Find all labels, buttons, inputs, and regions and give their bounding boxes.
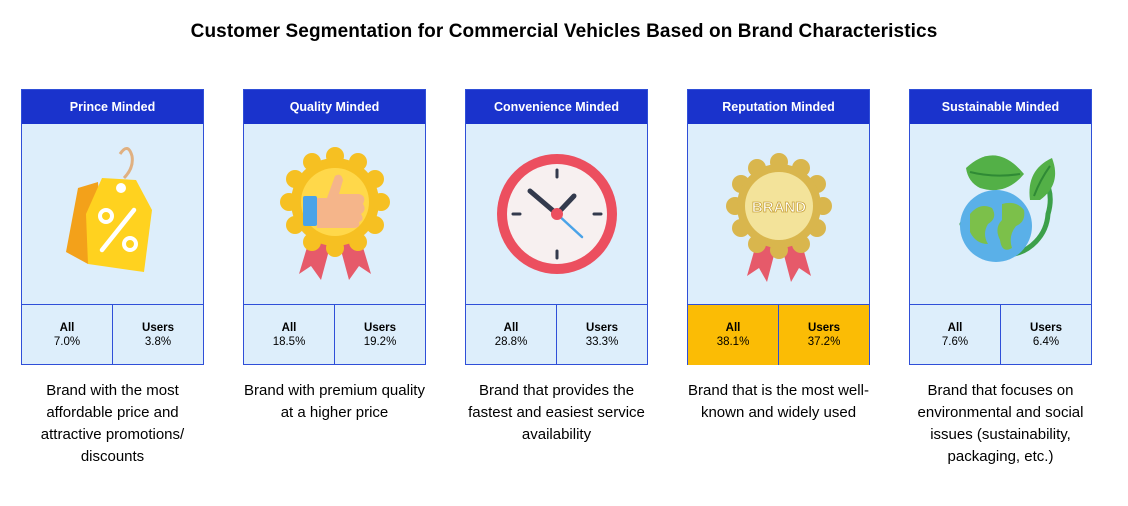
price-tag-percent-icon: [22, 124, 203, 304]
stat-all-label: All: [503, 322, 519, 334]
segment-card-convenience: Convenience Minded All 28.8% Users 33.3%: [465, 89, 648, 365]
stat-all: All 38.1%: [688, 305, 778, 365]
segment-card-reputation: Reputation Minded BRAND All 38.1% Users …: [687, 89, 870, 365]
stat-all-label: All: [59, 322, 75, 334]
brand-medal-text: BRAND: [751, 199, 805, 216]
stat-users-value: 37.2%: [807, 336, 841, 348]
segment-header: Convenience Minded: [466, 90, 647, 124]
segment-stats: All 7.0% Users 3.8%: [22, 304, 203, 365]
segment-card-sustainable: Sustainable Minded All 7.6% Users 6.4%: [909, 89, 1092, 365]
stat-users-label: Users: [142, 322, 174, 334]
stat-users-label: Users: [808, 322, 840, 334]
stat-all-label: All: [725, 322, 741, 334]
stat-users-value: 19.2%: [363, 336, 397, 348]
stat-all: All 7.6%: [910, 305, 1000, 365]
stat-users: Users 3.8%: [112, 305, 203, 365]
segment-header: Sustainable Minded: [910, 90, 1091, 124]
stat-all-label: All: [281, 322, 297, 334]
segment-description: Brand that provides the fastest and easi…: [468, 382, 645, 443]
stat-all: All 18.5%: [244, 305, 334, 365]
stat-all-value: 7.0%: [53, 336, 81, 348]
stat-users: Users 33.3%: [556, 305, 647, 365]
globe-leaves-icon: [910, 124, 1091, 304]
brand-medal-icon: BRAND: [688, 124, 869, 304]
stat-users-value: 33.3%: [585, 336, 619, 348]
segment-description: Brand with the most affordable price and…: [40, 382, 185, 465]
segment-header: Quality Minded: [244, 90, 425, 124]
stat-all-value: 28.8%: [494, 336, 528, 348]
segment-card-quality: Quality Minded All 18.5% Users 19.: [243, 89, 426, 365]
stat-users-label: Users: [364, 322, 396, 334]
stat-all: All 28.8%: [466, 305, 556, 365]
segment-stats: All 18.5% Users 19.2%: [244, 304, 425, 365]
stat-users-label: Users: [586, 322, 618, 334]
stat-users: Users 37.2%: [778, 305, 869, 365]
page-title: Customer Segmentation for Commercial Veh…: [190, 21, 938, 42]
segment-stats: All 38.1% Users 37.2%: [688, 304, 869, 365]
clock-icon: [466, 124, 647, 304]
segment-header: Reputation Minded: [688, 90, 869, 124]
stat-all-value: 18.5%: [272, 336, 306, 348]
segment-description: Brand that focuses on environmental and …: [917, 382, 1084, 465]
segment-stats: All 28.8% Users 33.3%: [466, 304, 647, 365]
stat-users: Users 6.4%: [1000, 305, 1091, 365]
stat-all: All 7.0%: [22, 305, 112, 365]
segment-header: Prince Minded: [22, 90, 203, 124]
stat-users: Users 19.2%: [334, 305, 425, 365]
stat-users-value: 3.8%: [144, 336, 172, 348]
stat-all-value: 38.1%: [716, 336, 750, 348]
stat-all-label: All: [947, 322, 963, 334]
stat-users-value: 6.4%: [1032, 336, 1060, 348]
segment-description: Brand that is the most well-known and wi…: [688, 382, 869, 421]
stat-users-label: Users: [1030, 322, 1062, 334]
segment-stats: All 7.6% Users 6.4%: [910, 304, 1091, 365]
quality-badge-thumbs-up-icon: [244, 124, 425, 304]
segment-description: Brand with premium quality at a higher p…: [244, 382, 425, 421]
stat-all-value: 7.6%: [941, 336, 969, 348]
segment-card-price: Prince Minded All 7.0% Users 3.8%: [21, 89, 204, 365]
